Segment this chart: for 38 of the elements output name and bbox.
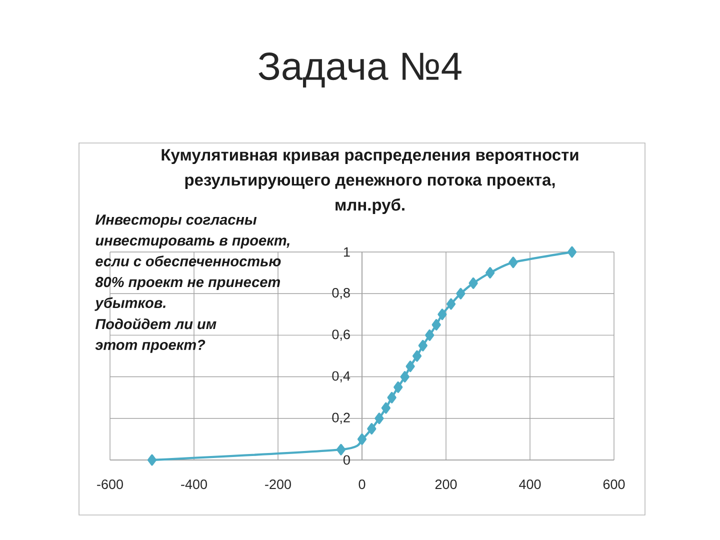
point [147, 454, 157, 466]
x-tick-label: 600 [603, 480, 625, 490]
x-tick-label: -200 [265, 480, 291, 490]
x-tick-label: -400 [181, 480, 207, 490]
y-tick-label: 0,6 [332, 330, 350, 341]
y-tick-label: 0,4 [332, 371, 350, 382]
point [357, 433, 367, 445]
point [336, 444, 346, 456]
point [418, 340, 428, 352]
point [446, 298, 456, 310]
point [381, 402, 390, 414]
point [412, 350, 422, 362]
point [367, 423, 376, 434]
x-tick-label: 0 [358, 480, 366, 490]
annotation: Подойдет ли им этот проект? [95, 318, 216, 353]
x-tick-label: 400 [519, 480, 541, 490]
point [425, 329, 434, 341]
point [456, 288, 466, 300]
point [387, 392, 396, 404]
x-tick-label: -600 [97, 480, 123, 490]
point [567, 246, 577, 258]
chart-subtitle: Кумулятивная кривая распределения вероятности результирующего денежного потока проекта, млн.руб. [162, 149, 578, 214]
chart-title: Задача №4 [258, 52, 462, 88]
point [508, 256, 518, 268]
point [432, 319, 441, 330]
point [374, 412, 384, 424]
point [406, 360, 415, 372]
y-tick-label: 1 [344, 247, 350, 257]
y-tick-label: 0,2 [332, 412, 350, 424]
x-tick-label: 200 [435, 480, 457, 490]
point [468, 277, 478, 289]
point [438, 308, 447, 320]
point [400, 371, 410, 382]
y-tick-label: 0,8 [332, 288, 350, 300]
point [486, 267, 495, 278]
annotation: Инвесторы согласны инвестировать в проект, если с обеспеченностью 80% проект не принесет убытков. [94, 214, 290, 311]
y-tick-label: 0 [343, 455, 350, 465]
point [394, 381, 403, 393]
